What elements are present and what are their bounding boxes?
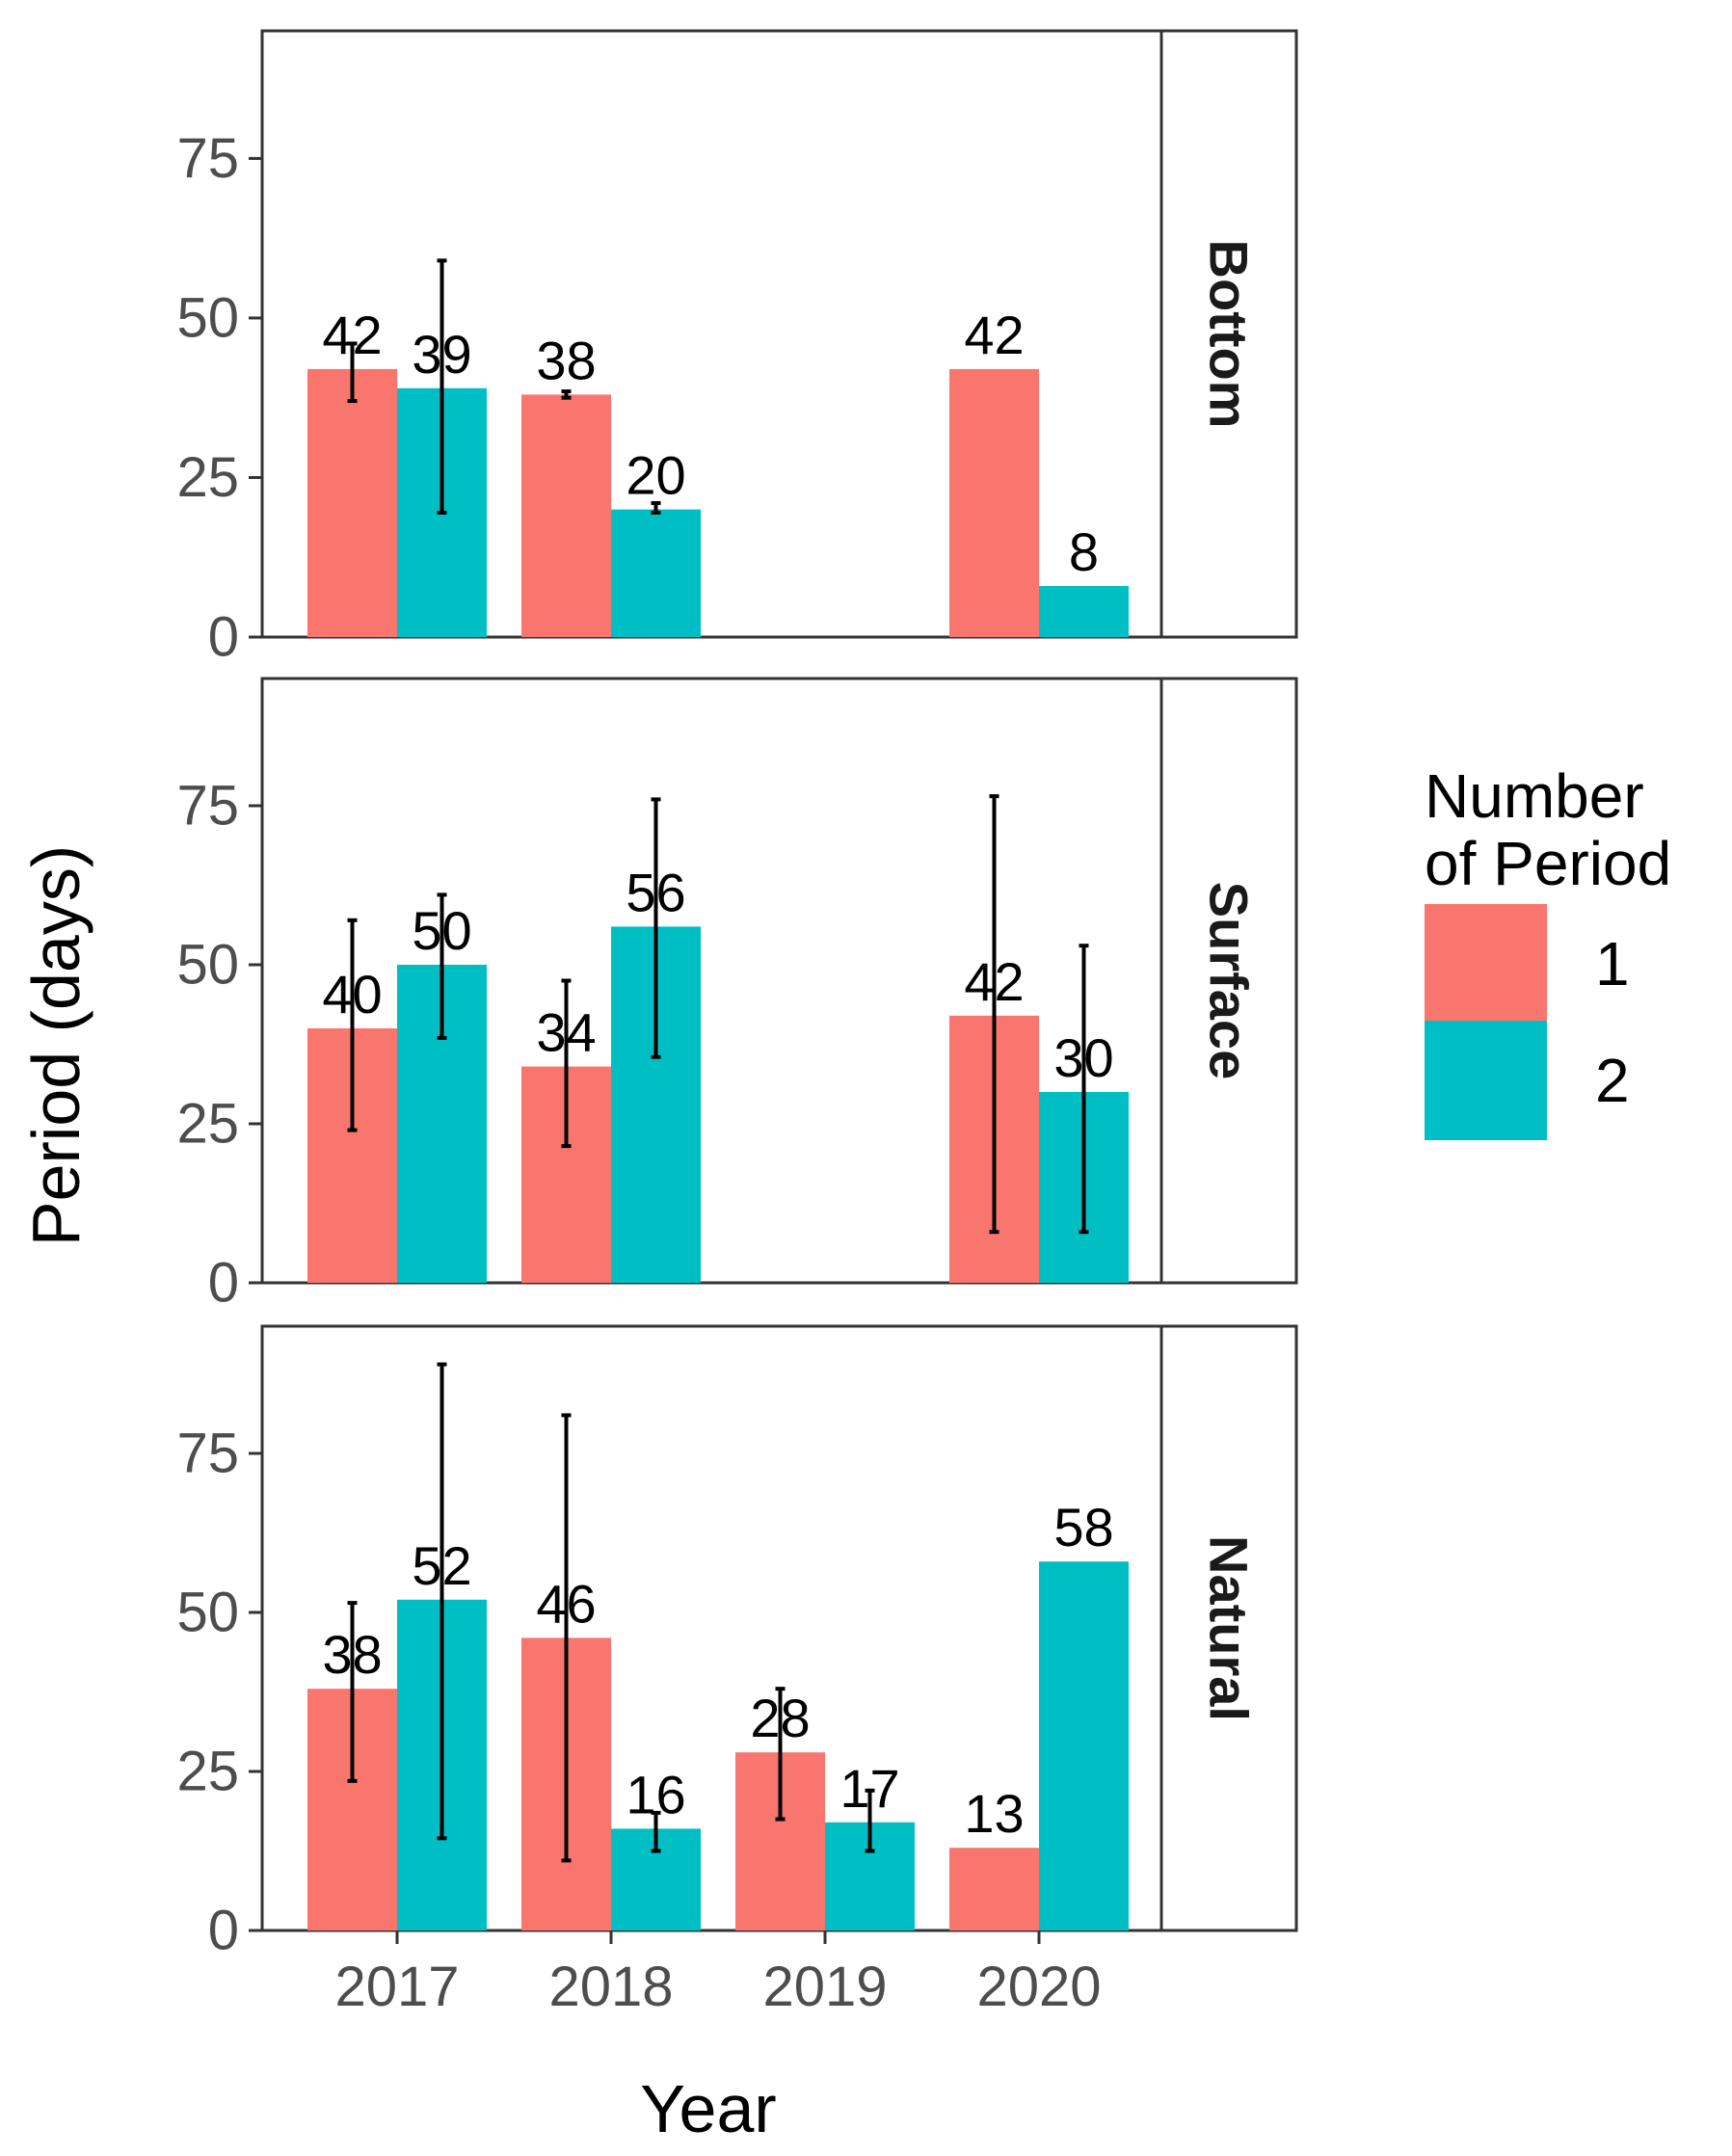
data-label: 38 [322, 1624, 382, 1685]
facet-strip [1159, 1324, 1298, 1932]
bar [611, 509, 701, 637]
data-label: 39 [412, 324, 471, 385]
data-label: 40 [322, 964, 382, 1025]
y-tick-label: 25 [176, 1741, 239, 1803]
y-tick-label: 0 [208, 606, 239, 669]
y-tick-label: 75 [176, 775, 239, 838]
bar [949, 368, 1039, 637]
bar [1039, 1561, 1129, 1930]
legend-key-2 [1425, 1021, 1547, 1140]
y-tick-label: 50 [176, 286, 239, 349]
y-tick-label: 0 [208, 1900, 239, 1962]
x-tick-label: 2019 [762, 1956, 887, 2018]
data-label: 42 [964, 951, 1024, 1012]
y-tick-label: 75 [176, 127, 239, 190]
y-tick-label: 25 [176, 446, 239, 509]
facet-strip [1159, 677, 1298, 1285]
data-label: 52 [412, 1535, 471, 1596]
panels-group: Bottom 0 25 50 75 42 38 42 39 20 8 Surface 0 25 50 75 40… [176, 29, 1298, 1962]
data-label: 38 [536, 330, 596, 390]
y-tick-label: 50 [176, 1582, 239, 1644]
panel-bottom: Bottom 0 25 50 75 42 38 42 39 20 8 [176, 29, 1298, 669]
facet-label-bottom: Bottom [1199, 240, 1260, 429]
y-tick-label: 50 [176, 934, 239, 997]
data-label: 30 [1053, 1027, 1113, 1088]
facet-label-surface: Surface [1199, 882, 1260, 1079]
facet-label-natural: Natural [1199, 1535, 1260, 1721]
data-label: 17 [839, 1758, 899, 1819]
x-tick-label: 2020 [976, 1956, 1101, 2018]
legend-key-1 [1425, 904, 1547, 1024]
bar [521, 394, 611, 637]
y-tick-label: 75 [176, 1423, 239, 1485]
legend-label-2: 2 [1595, 1046, 1630, 1115]
data-label: 46 [536, 1573, 596, 1634]
data-label: 20 [626, 445, 685, 506]
legend-title: Number [1425, 761, 1644, 831]
panel-natural: Natural 0 25 50 75 38 46 28 13 52 16 17 58 [176, 1324, 1298, 1962]
y-axis-title: Period (days) [18, 845, 93, 1246]
y-tick-label: 0 [208, 1252, 239, 1315]
data-label: 28 [750, 1688, 810, 1748]
legend-title: of Period [1425, 829, 1671, 898]
data-label: 58 [1053, 1497, 1113, 1557]
data-label: 42 [322, 305, 382, 365]
data-label: 34 [536, 1002, 596, 1063]
facet-strip [1159, 29, 1298, 639]
bar [1039, 586, 1129, 637]
data-label: 13 [964, 1783, 1024, 1844]
data-label: 16 [626, 1764, 685, 1824]
x-tick-label: 2017 [334, 1956, 459, 2018]
x-axis-title: Year [640, 2071, 776, 2146]
bar [949, 1848, 1039, 1930]
x-axis: 2017 2018 2019 2020 [334, 1930, 1102, 2018]
y-tick-label: 25 [176, 1093, 239, 1156]
bar [307, 368, 397, 637]
legend-label-1: 1 [1595, 929, 1630, 998]
data-label: 8 [1069, 521, 1099, 582]
data-label: 42 [964, 305, 1024, 365]
panel-surface: Surface 0 25 50 75 40 34 42 50 56 30 [176, 677, 1298, 1315]
x-tick-label: 2018 [548, 1956, 673, 2018]
data-label: 56 [626, 862, 685, 922]
data-label: 50 [412, 900, 471, 961]
